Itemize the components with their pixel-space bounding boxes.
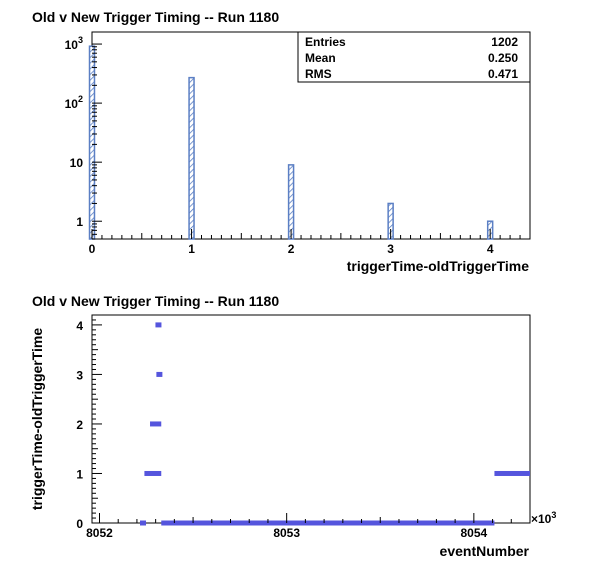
scatter-points — [140, 322, 530, 526]
histogram-y-tick-label-2: 102 — [65, 94, 83, 111]
scatter-panel: Old v New Trigger Timing -- Run 1180 805… — [29, 293, 556, 559]
stats-mean-value: 0.250 — [488, 51, 518, 65]
scatter-y-tick-label-4: 4 — [76, 319, 83, 333]
scatter-y-axis: 0 1 2 3 4 — [76, 314, 102, 531]
scatter-y-tick-label-2: 2 — [76, 418, 83, 432]
scatter-point-band-4 — [155, 322, 162, 328]
scatter-point-band-2 — [150, 421, 162, 427]
scatter-title: Old v New Trigger Timing -- Run 1180 — [32, 293, 279, 309]
scatter-point-band-0 — [140, 520, 147, 526]
scatter-x-tick-label-2: 8054 — [460, 526, 487, 540]
histogram-y-tick-exp: 3 — [78, 35, 83, 45]
scatter-y-label: triggerTime-oldTriggerTime — [29, 328, 45, 511]
scatter-x-multiplier-base: ×10 — [531, 512, 552, 526]
histogram-x-tick-label-3: 3 — [387, 242, 394, 256]
histogram-x-tick-label-2: 2 — [288, 242, 295, 256]
stats-box: Entries 1202 Mean 0.250 RMS 0.471 — [297, 31, 531, 83]
histogram-bar-1 — [188, 76, 195, 240]
histogram-x-label: triggerTime-oldTriggerTime — [347, 258, 530, 274]
scatter-point-band-5 — [161, 520, 495, 526]
scatter-x-multiplier: ×103 — [531, 510, 556, 526]
histogram-title: Old v New Trigger Timing -- Run 1180 — [32, 9, 279, 25]
stats-rms-label: RMS — [305, 67, 332, 81]
histogram-x-tick-label-4: 4 — [487, 242, 494, 256]
histogram-y-tick-label-0: 1 — [76, 215, 83, 229]
histogram-y-tick-label-3: 103 — [65, 35, 83, 52]
scatter-y-tick-label-0: 0 — [76, 517, 83, 531]
scatter-y-tick-label-3: 3 — [76, 368, 83, 382]
scatter-y-tick-label-1: 1 — [76, 467, 83, 481]
scatter-point-band-6 — [494, 470, 530, 476]
histogram-x-tick-label-0: 0 — [89, 242, 96, 256]
scatter-x-multiplier-exp: 3 — [551, 510, 556, 520]
stats-entries-label: Entries — [305, 35, 346, 49]
scatter-x-axis: 8052 8053 8054 — [86, 513, 531, 540]
stats-rms-value: 0.471 — [488, 67, 518, 81]
histogram-y-tick-label-1: 10 — [70, 156, 84, 170]
scatter-point-band-1 — [144, 470, 162, 476]
histogram-bar-2 — [287, 164, 295, 240]
histogram-y-tick-exp: 2 — [78, 94, 83, 104]
scatter-frame — [91, 314, 531, 524]
scatter-x-tick-label-1: 8053 — [273, 526, 300, 540]
stats-mean-label: Mean — [305, 51, 336, 65]
stats-entries-value: 1202 — [491, 35, 518, 49]
histogram-x-axis: 0 1 2 3 4 — [89, 229, 531, 256]
stats-box-frame — [297, 31, 531, 83]
scatter-x-label: eventNumber — [440, 543, 530, 559]
scatter-point-band-3 — [156, 371, 163, 377]
histogram-y-tick-base: 10 — [65, 38, 79, 52]
scatter-x-tick-label-0: 8052 — [86, 526, 113, 540]
histogram-x-tick-label-1: 1 — [188, 242, 195, 256]
histogram-y-tick-base: 10 — [65, 97, 79, 111]
